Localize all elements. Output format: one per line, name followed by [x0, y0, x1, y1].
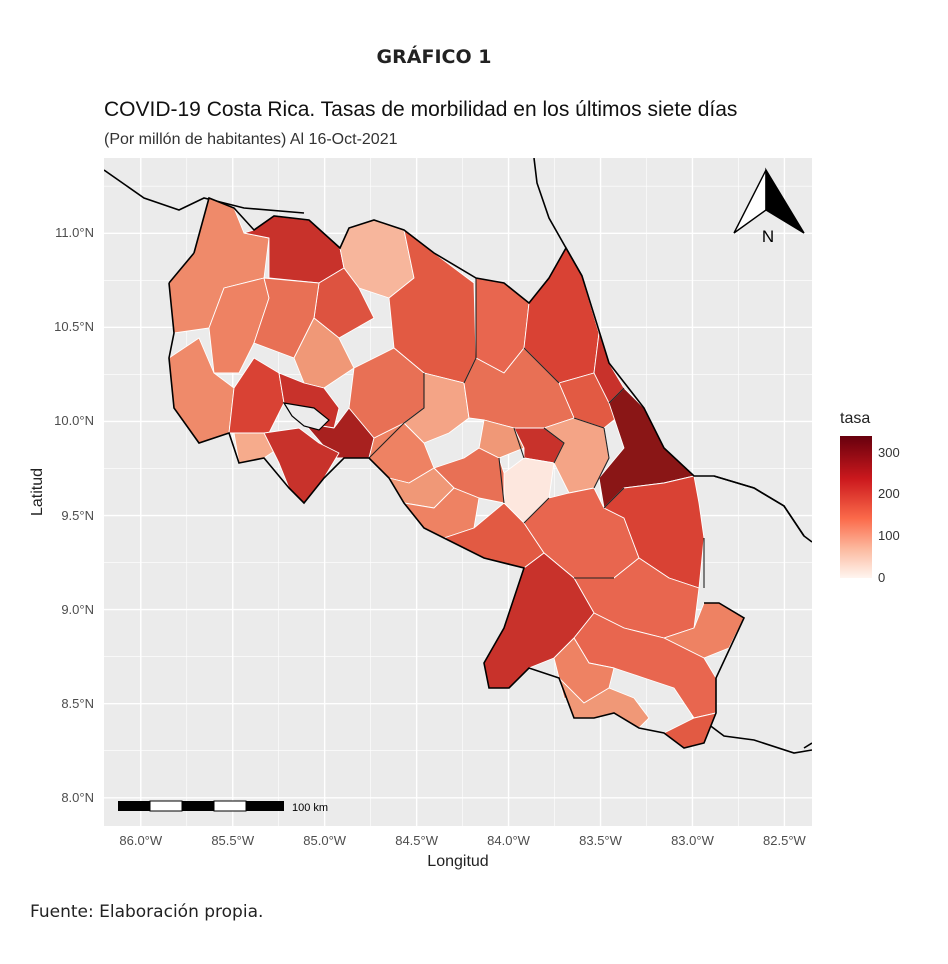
chart-subtitle: (Por millón de habitantes) Al 16-Oct-202… — [104, 131, 398, 148]
y-tick-label: 10.5°N — [54, 319, 94, 335]
scale-bar-label: 100 km — [292, 802, 328, 814]
x-tick-label: 83.5°W — [579, 833, 622, 848]
x-tick-label: 85.0°W — [303, 833, 347, 848]
y-tick-label: 11.0°N — [55, 225, 94, 241]
coastline-pacific — [168, 282, 746, 749]
coastline-west — [168, 252, 195, 284]
map-svg: N 100 km — [104, 158, 812, 826]
legend-title: tasa — [840, 410, 871, 427]
legend-tick-label: 0 — [878, 570, 886, 585]
north-arrow-icon: N — [733, 167, 805, 246]
y-tick-label: 8.5°N — [61, 695, 94, 711]
y-tick-label: 9.5°N — [61, 507, 94, 523]
north-arrow-label: N — [762, 227, 774, 246]
scale-bar: 100 km — [118, 800, 328, 814]
x-tick-label: 82.5°W — [763, 833, 806, 848]
legend-tick-label: 100 — [878, 528, 900, 544]
region-heredia-small — [478, 419, 525, 459]
neighbor-coast-panama-south — [699, 717, 812, 754]
x-tick-label: 84.5°W — [395, 833, 438, 848]
neighbor-border-north — [104, 169, 305, 214]
neighbor-island — [803, 742, 812, 749]
map-panel: N 100 km — [104, 158, 812, 826]
neighbor-coast-panama — [713, 475, 812, 543]
x-axis-label: Longitud — [427, 853, 489, 870]
x-tick-label: 84.0°W — [487, 833, 530, 848]
y-tick-label: 10.0°N — [54, 413, 94, 429]
y-tick-label: 9.0°N — [61, 601, 94, 617]
y-axis-label: Latitud — [29, 467, 46, 517]
country-regions — [168, 197, 745, 749]
x-tick-label: 83.0°W — [671, 833, 714, 848]
figure-label: GRÁFICO 1 — [376, 46, 492, 68]
coastline — [193, 196, 805, 537]
source-note: Fuente: Elaboración propia. — [30, 902, 264, 922]
x-tick-label: 85.5°W — [211, 833, 255, 848]
region-carrillo — [228, 357, 285, 434]
legend-tick-label: 200 — [878, 486, 900, 502]
legend-colorbar — [840, 436, 872, 578]
x-tick-label: 86.0°W — [119, 833, 163, 848]
chart-title: COVID-19 Costa Rica. Tasas de morbilidad… — [104, 98, 738, 121]
province-borders — [368, 278, 705, 588]
neighbor-coast-caribbean — [533, 158, 583, 277]
legend-tick-label: 300 — [878, 444, 900, 460]
y-tick-label: 8.0°N — [61, 789, 94, 805]
gulf-nicoya — [282, 402, 330, 431]
